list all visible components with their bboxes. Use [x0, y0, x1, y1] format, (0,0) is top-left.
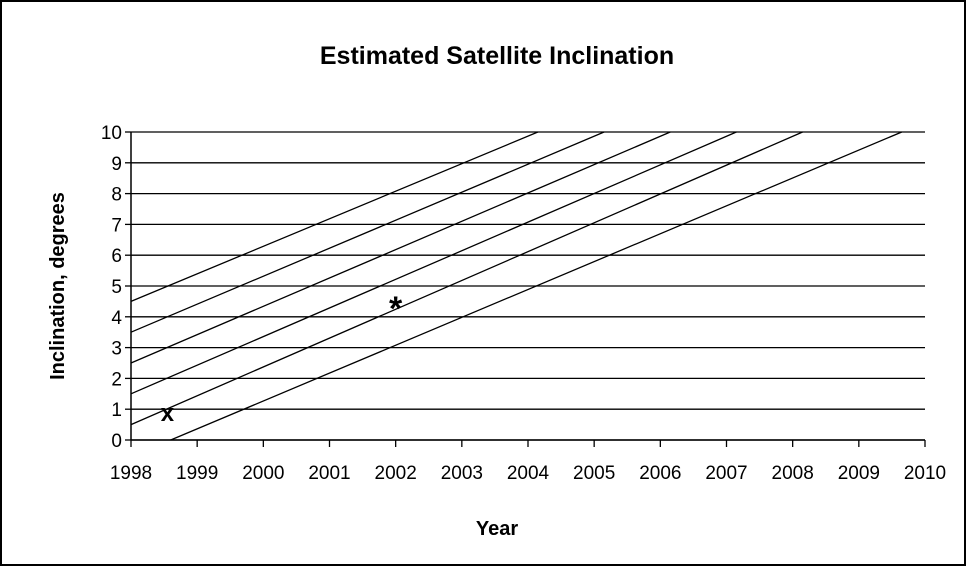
x-tick-labels: 1998 1999 2000 2001 2002 2003 2004 2005 2006 2007… [110, 463, 946, 484]
x-tick-label: 2008 [772, 463, 814, 484]
x-tick-label: 2004 [507, 463, 550, 484]
y-tick-label: 7 [111, 215, 122, 236]
y-tick-label: 5 [111, 277, 122, 298]
data-markers: x* [161, 290, 403, 427]
x-tick-label: 2003 [441, 463, 483, 484]
y-axis-label: Inclination, degrees [47, 192, 69, 380]
x-tick-label: 1998 [110, 463, 152, 484]
inclination-line-6 [170, 131, 903, 441]
asterisk-marker: * [389, 290, 403, 328]
inclination-line-1 [130, 131, 539, 303]
gridlines [125, 131, 926, 447]
y-tick-label: 1 [111, 400, 122, 421]
y-tick-label: 4 [111, 308, 122, 329]
inclination-line-5 [130, 131, 803, 426]
y-tick-label: 2 [111, 369, 122, 390]
x-tick-label: 2001 [308, 463, 350, 484]
y-tick-label: 3 [111, 339, 122, 360]
y-tick-label: 10 [101, 123, 122, 144]
x-tick-label: 2005 [573, 463, 615, 484]
y-tick-labels: 0 1 2 3 4 5 6 7 8 9 10 [101, 123, 123, 452]
chart-title: Estimated Satellite Inclination [320, 42, 674, 70]
y-tick-label: 8 [111, 185, 122, 206]
axes [130, 132, 925, 441]
y-tick-label: 0 [111, 431, 122, 452]
x-tick-label: 2009 [838, 463, 880, 484]
x-marker: x [161, 400, 175, 427]
inclination-line-4 [130, 131, 737, 395]
x-tick-label: 2002 [375, 463, 417, 484]
inclination-line-2 [130, 131, 605, 333]
x-tick-label: 2010 [904, 463, 946, 484]
y-tick-label: 6 [111, 246, 122, 267]
x-axis-label: Year [476, 518, 518, 540]
inclination-line-3 [130, 131, 671, 364]
x-tick-label: 2007 [705, 463, 747, 484]
inclination-lines [130, 131, 903, 441]
y-tick-label: 9 [111, 154, 122, 175]
x-tick-label: 2000 [242, 463, 284, 484]
x-tick-label: 2006 [639, 463, 681, 484]
x-tick-label: 1999 [176, 463, 218, 484]
